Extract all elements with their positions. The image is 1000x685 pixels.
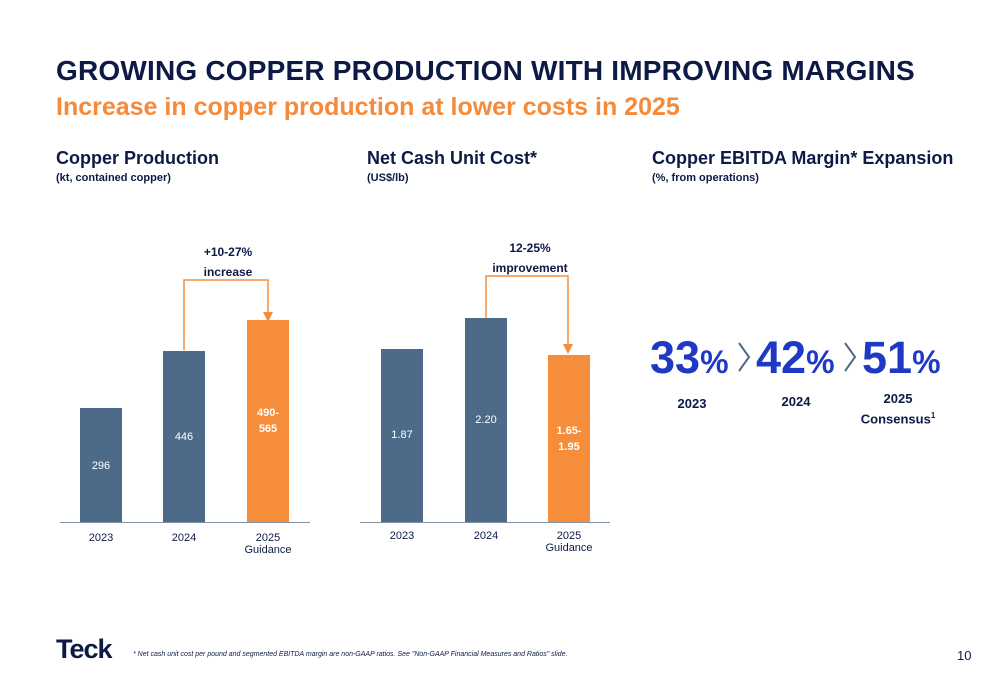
production-bar-2025-label: 490- 565 [247, 405, 289, 437]
production-bar-2024-label: 446 [174, 431, 194, 443]
cost-x-2025-line2: Guidance [545, 542, 593, 554]
production-x-2025: 2025 Guidance [228, 532, 308, 556]
cost-baseline [360, 522, 610, 523]
cost-bar-2025-label: 1.65- 1.95 [548, 423, 590, 455]
production-bar-2025-label-line2: 565 [258, 423, 278, 435]
production-callout-line1: +10-27% [203, 245, 253, 259]
production-bar-2023 [80, 408, 122, 522]
production-x-2023: 2023 [88, 532, 114, 544]
cost-callout-line2: improvement [492, 261, 568, 275]
cost-x-2025: 2025 Guidance [529, 530, 609, 554]
cost-bar-2023-label: 1.87 [391, 429, 413, 441]
production-x-2024: 2024 [171, 532, 197, 544]
production-baseline [60, 522, 310, 523]
margin-value-2024-number: 42 [756, 332, 807, 383]
cost-callout: 12-25% improvement [480, 238, 580, 278]
cost-x-2025-line1: 2025 [556, 530, 582, 542]
production-callout-line2: increase [203, 265, 253, 279]
margin-year-2025: 2025 Consensus1 [858, 390, 938, 427]
margin-value-2025: 51% [862, 332, 941, 384]
margin-subtitle: (%, from operations) [652, 172, 759, 184]
footnote: * Net cash unit cost per pound and segme… [133, 651, 568, 658]
page-subtitle: Increase in copper production at lower c… [56, 93, 680, 121]
cost-bar-2025-label-line2: 1.95 [558, 441, 580, 453]
production-x-2025-line2: Guidance [244, 544, 292, 556]
production-callout-arrow [183, 279, 273, 350]
cost-bar-2025 [548, 355, 590, 522]
margin-footnote-ref: 1 [930, 411, 936, 420]
margin-value-2025-unit: % [912, 344, 941, 380]
production-bar-2024 [163, 351, 205, 522]
margin-value-2023: 33% [650, 332, 729, 384]
margin-value-2023-number: 33 [650, 332, 701, 383]
teck-logo: Teck [56, 634, 113, 664]
cost-title: Net Cash Unit Cost* [367, 148, 538, 168]
chevron-right-icon [738, 342, 751, 372]
margin-year-2025-line1: 2025 [883, 391, 913, 406]
production-x-2025-line1: 2025 [255, 532, 281, 544]
cost-subtitle: (US$/lb) [367, 172, 409, 184]
margin-year-2024: 2024 [781, 394, 811, 409]
margin-title: Copper EBITDA Margin* Expansion [652, 148, 954, 168]
margin-value-2023-unit: % [700, 344, 729, 380]
cost-callout-line1: 12-25% [509, 241, 551, 255]
production-callout: +10-27% increase [188, 242, 268, 282]
production-subtitle: (kt, contained copper) [56, 172, 171, 184]
margin-year-2025-consensus: Consensus [860, 411, 931, 427]
production-bar-2025 [247, 320, 289, 522]
cost-bar-2024 [465, 318, 507, 522]
page-title: GROWING COPPER PRODUCTION WITH IMPROVING… [56, 55, 915, 86]
cost-callout-arrow [485, 275, 573, 354]
margin-value-2025-number: 51 [862, 332, 913, 383]
production-bar-2023-label: 296 [91, 460, 111, 472]
cost-bar-2025-label-line1: 1.65- [556, 425, 582, 437]
margin-year-2025-line2: Consensus1 [858, 407, 938, 427]
margin-value-2024: 42% [756, 332, 835, 384]
production-title: Copper Production [56, 148, 219, 168]
margin-year-2023: 2023 [677, 396, 707, 411]
cost-bar-2024-label: 2.20 [475, 414, 497, 426]
page-number: 10 [957, 648, 972, 663]
cost-x-2024: 2024 [473, 530, 499, 542]
cost-x-2023: 2023 [389, 530, 415, 542]
production-bar-2025-label-line1: 490- [256, 407, 280, 419]
chevron-right-icon [844, 342, 857, 372]
margin-value-2024-unit: % [806, 344, 835, 380]
cost-bar-2023 [381, 349, 423, 522]
